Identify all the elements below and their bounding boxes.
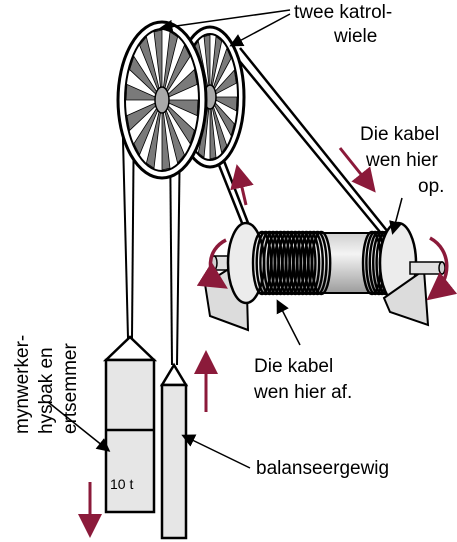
pulley-spoke (209, 47, 232, 98)
pulley-spoke (203, 34, 211, 98)
cable-up-label-line3: op. (418, 176, 444, 197)
cable-winding (296, 230, 317, 296)
cage-label-line1: mynwerker- (12, 335, 33, 434)
pulley-spoke (209, 96, 235, 137)
pointer-cable-down (276, 299, 301, 346)
pulley-spoke (125, 83, 163, 101)
cable-winding (299, 230, 321, 296)
cable-up-label-line2: wen hier (365, 150, 438, 171)
pulley-wheel-front (116, 20, 208, 180)
pulley-spoke (133, 99, 163, 156)
cable-up-arrow-left (230, 164, 254, 206)
cable-down-label-line2: wen hier af. (253, 382, 352, 403)
pulley-spoke (209, 35, 223, 98)
pointer-cage (47, 401, 111, 452)
winch-drum (203, 221, 446, 332)
pulley-spoke (209, 69, 237, 98)
pulley-spoke (161, 31, 179, 101)
cable-up-label-line1: Die kabel (360, 124, 439, 145)
pulley-spoke (129, 55, 163, 101)
pointer-counterweight (181, 434, 251, 469)
cable-pulley-to-drum-right (239, 47, 389, 233)
cage-label-line3: ertsemmer (60, 343, 81, 434)
cable-pulley-to-drum-right-2 (231, 51, 381, 233)
pulley-spoke (126, 99, 163, 132)
cage-and-bucket (102, 335, 158, 514)
pulley-spoke (161, 44, 191, 101)
pulley-spoke (209, 96, 228, 154)
cable-down-arrow-right (338, 147, 376, 193)
pulley-spoke (153, 29, 163, 101)
pulley-spoke (161, 99, 195, 145)
cable-winding (307, 230, 328, 296)
cable-down-label-line1: Die kabel (254, 356, 333, 377)
pulley-spoke (145, 99, 163, 169)
pulley-spoke (161, 99, 185, 164)
pointer-cable-up (389, 197, 403, 235)
counterweight-label: balanseergewig (256, 458, 389, 479)
pulleys-label-line2: wiele (333, 26, 377, 47)
drum-rotation-arrow-right (426, 236, 457, 301)
pulleys-label-line1: twee katrol- (294, 2, 392, 23)
drum-rotation-arrow-left (196, 238, 228, 289)
pulley-spoke (161, 99, 199, 117)
pulley-spoke (209, 96, 238, 112)
pulley-spoke (209, 96, 217, 160)
pulley-spoke (139, 36, 163, 101)
pointer-pulleys-left (159, 9, 291, 34)
cage-label-line2: hysbak en (36, 347, 57, 434)
pointer-pulleys-right (229, 13, 291, 47)
counterweight (159, 362, 189, 540)
mass-label: 10 t (110, 476, 133, 492)
pulley-spoke (161, 68, 198, 101)
cable-winding (311, 230, 332, 296)
pulley-spoke (161, 99, 171, 171)
cable-winding (303, 230, 324, 296)
